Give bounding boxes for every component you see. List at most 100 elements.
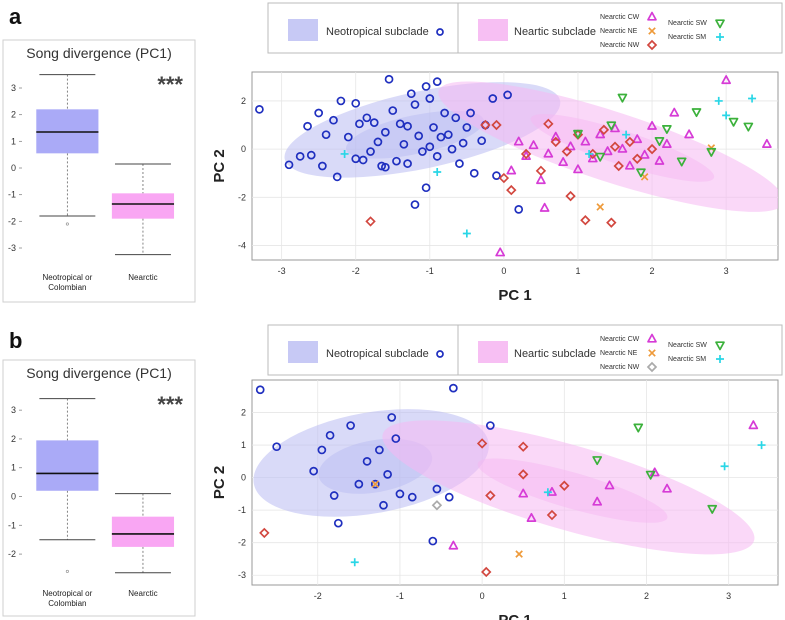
data-point <box>595 152 606 162</box>
y-tick-label: -4 <box>238 241 246 251</box>
data-point <box>498 172 510 184</box>
data-point <box>387 413 397 422</box>
data-point <box>550 136 561 148</box>
data-point <box>403 159 412 168</box>
data-point <box>455 159 464 168</box>
data-point <box>561 146 573 157</box>
data-point <box>518 469 529 480</box>
data-point <box>391 434 401 443</box>
data-point <box>543 118 554 130</box>
y-tick-label: 3 <box>11 83 16 93</box>
data-point <box>451 113 461 123</box>
y-tick-label: -3 <box>8 243 16 253</box>
data-point <box>580 215 591 226</box>
legend-swatch-nearctic <box>478 19 508 41</box>
data-point <box>632 153 643 164</box>
data-point <box>485 490 496 501</box>
boxplot-frame <box>2 39 196 303</box>
y-tick-label: -3 <box>238 570 246 580</box>
data-point <box>309 466 318 476</box>
data-point <box>477 136 487 146</box>
data-point <box>587 153 598 163</box>
legend-group-marker <box>715 19 725 29</box>
data-point <box>355 119 364 129</box>
y-tick-label: -1 <box>8 520 16 530</box>
x-tick-label: -2 <box>352 266 360 276</box>
data-point <box>526 512 537 522</box>
data-point <box>444 492 454 502</box>
data-point <box>295 152 305 161</box>
data-point <box>488 94 498 103</box>
y-axis-label: PC 2 <box>211 149 228 182</box>
data-point <box>272 442 282 452</box>
data-point <box>259 527 270 539</box>
category-label: Nearctic <box>128 273 157 282</box>
legend-group-label: Nearctic NE <box>600 28 638 35</box>
x-tick-label: 2 <box>650 266 655 276</box>
data-point <box>365 216 376 227</box>
legend-swatch-nearctic <box>478 341 508 363</box>
data-point <box>366 147 375 156</box>
data-point <box>647 120 657 130</box>
data-point <box>462 123 472 132</box>
data-point <box>654 137 665 147</box>
x-tick-label: -3 <box>278 266 286 276</box>
x-axis-label: PC 1 <box>498 612 531 620</box>
y-tick-label: 0 <box>11 163 16 173</box>
x-tick-label: 1 <box>575 266 580 276</box>
data-point <box>587 148 598 160</box>
data-point <box>485 421 495 430</box>
scatter-b: Neotropical subclade Neartic subclade Near… <box>211 324 783 620</box>
data-point <box>622 130 631 139</box>
significance-stars: *** <box>157 72 183 97</box>
data-point <box>602 146 613 156</box>
data-point <box>706 147 717 157</box>
data-point <box>676 157 687 167</box>
data-point <box>514 205 524 214</box>
scatter-a: Neotropical subclade Neartic subclade Near… <box>211 2 783 304</box>
legend-group-label: Nearctic SM <box>668 34 706 41</box>
legend-group-label: Nearctic SM <box>668 356 706 363</box>
box-iqr <box>111 516 175 547</box>
data-point <box>340 149 349 158</box>
y-axis-label: PC 2 <box>211 466 228 499</box>
y-tick-label: 1 <box>241 440 246 450</box>
data-point <box>624 160 635 170</box>
data-point <box>284 160 294 170</box>
data-point <box>369 118 379 127</box>
legend-label-neotropical: Neotropical subclade <box>326 348 429 360</box>
legend-group-label: Nearctic NE <box>600 350 638 357</box>
data-point <box>707 504 718 514</box>
y-tick-label: 3 <box>11 405 16 415</box>
legend-group-marker <box>647 333 657 343</box>
data-point <box>728 117 739 127</box>
data-point <box>513 136 524 146</box>
data-point <box>466 108 475 118</box>
legend-group-label: Nearctic SW <box>668 342 707 349</box>
data-point <box>550 131 561 141</box>
data-point <box>336 96 346 106</box>
data-point <box>762 138 772 148</box>
data-point <box>506 165 517 175</box>
legend-group-marker <box>648 349 656 357</box>
data-point <box>613 160 624 172</box>
box-iqr <box>36 440 99 491</box>
data-point <box>518 488 529 498</box>
y-tick-label: 1 <box>11 136 16 146</box>
data-point <box>596 203 604 211</box>
data-point <box>565 190 576 202</box>
data-point <box>645 470 656 480</box>
data-point <box>476 438 488 449</box>
data-point <box>632 134 643 144</box>
data-point <box>592 456 603 466</box>
y-tick-label: -1 <box>8 190 16 200</box>
x-tick-label: -1 <box>396 591 404 601</box>
data-point <box>539 202 550 212</box>
y-tick-label: 2 <box>241 96 246 106</box>
legend-group-marker <box>646 361 658 373</box>
data-point <box>329 115 338 125</box>
legend-group-marker <box>716 33 724 41</box>
data-point <box>354 479 364 489</box>
data-point <box>379 500 388 510</box>
data-point <box>373 137 383 147</box>
